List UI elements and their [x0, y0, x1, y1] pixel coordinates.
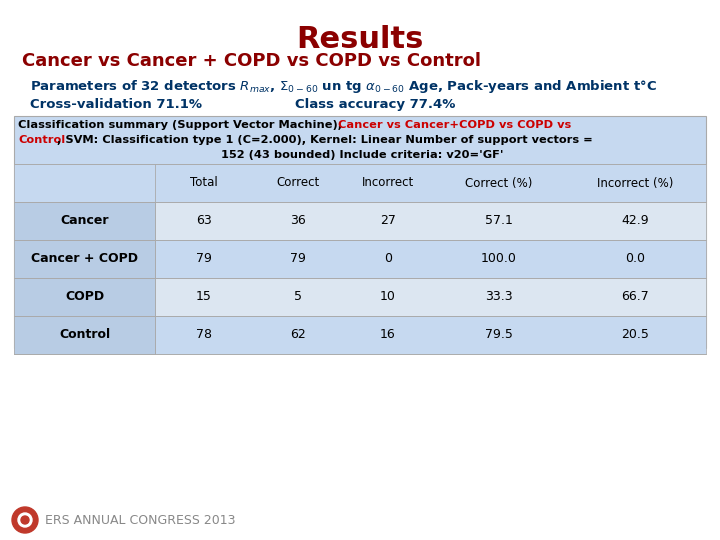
Text: Cancer vs Cancer + COPD vs COPD vs Control: Cancer vs Cancer + COPD vs COPD vs Contr… [22, 52, 481, 70]
Text: Incorrect (%): Incorrect (%) [598, 177, 674, 190]
Text: 16: 16 [380, 328, 396, 341]
Text: Cancer + COPD: Cancer + COPD [31, 253, 138, 266]
Text: Correct: Correct [276, 177, 320, 190]
Text: Cancer: Cancer [60, 214, 109, 227]
Text: 100.0: 100.0 [481, 253, 517, 266]
Circle shape [12, 507, 38, 533]
Text: 78: 78 [196, 328, 212, 341]
Text: ERS ANNUAL CONGRESS 2013: ERS ANNUAL CONGRESS 2013 [45, 514, 235, 526]
FancyBboxPatch shape [14, 278, 706, 316]
Text: Parameters of 32 detectors $R_{max}$, $\Sigma_{0-60}$ un tg $\alpha_{0-60}$ Age,: Parameters of 32 detectors $R_{max}$, $\… [30, 78, 657, 95]
Text: Cross-validation 71.1%: Cross-validation 71.1% [30, 98, 202, 111]
Text: 36: 36 [290, 214, 306, 227]
Text: 79: 79 [196, 253, 212, 266]
Text: 57.1: 57.1 [485, 214, 513, 227]
Text: 0: 0 [384, 253, 392, 266]
Text: 79.5: 79.5 [485, 328, 513, 341]
Text: Total: Total [190, 177, 218, 190]
Text: Control: Control [59, 328, 110, 341]
Text: 0.0: 0.0 [626, 253, 646, 266]
FancyBboxPatch shape [14, 240, 155, 278]
FancyBboxPatch shape [14, 278, 155, 316]
FancyBboxPatch shape [14, 316, 155, 354]
Text: Control: Control [18, 135, 66, 145]
FancyBboxPatch shape [14, 240, 706, 278]
Circle shape [18, 513, 32, 527]
Text: Results: Results [297, 25, 423, 54]
FancyBboxPatch shape [14, 116, 706, 348]
Text: 33.3: 33.3 [485, 291, 513, 303]
Text: 42.9: 42.9 [621, 214, 649, 227]
Text: Classification summary (Support Vector Machine),: Classification summary (Support Vector M… [18, 120, 346, 130]
Text: 27: 27 [380, 214, 396, 227]
Text: Class accuracy 77.4%: Class accuracy 77.4% [295, 98, 455, 111]
FancyBboxPatch shape [14, 164, 706, 202]
Text: 10: 10 [380, 291, 396, 303]
Text: 79: 79 [290, 253, 306, 266]
Text: 152 (43 bounded) Include criteria: v20='GF': 152 (43 bounded) Include criteria: v20='… [221, 150, 503, 160]
Text: Incorrect: Incorrect [362, 177, 414, 190]
Text: 66.7: 66.7 [621, 291, 649, 303]
Text: 63: 63 [196, 214, 212, 227]
FancyBboxPatch shape [14, 202, 155, 240]
FancyBboxPatch shape [14, 202, 706, 240]
Text: , SVM: Classification type 1 (C=2.000), Kernel: Linear Number of support vectors: , SVM: Classification type 1 (C=2.000), … [57, 135, 593, 145]
Text: COPD: COPD [65, 291, 104, 303]
Circle shape [21, 516, 29, 524]
Text: 20.5: 20.5 [621, 328, 649, 341]
Text: 5: 5 [294, 291, 302, 303]
Text: Cancer vs Cancer+COPD vs COPD vs: Cancer vs Cancer+COPD vs COPD vs [338, 120, 571, 130]
Text: 15: 15 [196, 291, 212, 303]
FancyBboxPatch shape [14, 316, 706, 354]
Text: 62: 62 [290, 328, 306, 341]
Text: Correct (%): Correct (%) [465, 177, 533, 190]
